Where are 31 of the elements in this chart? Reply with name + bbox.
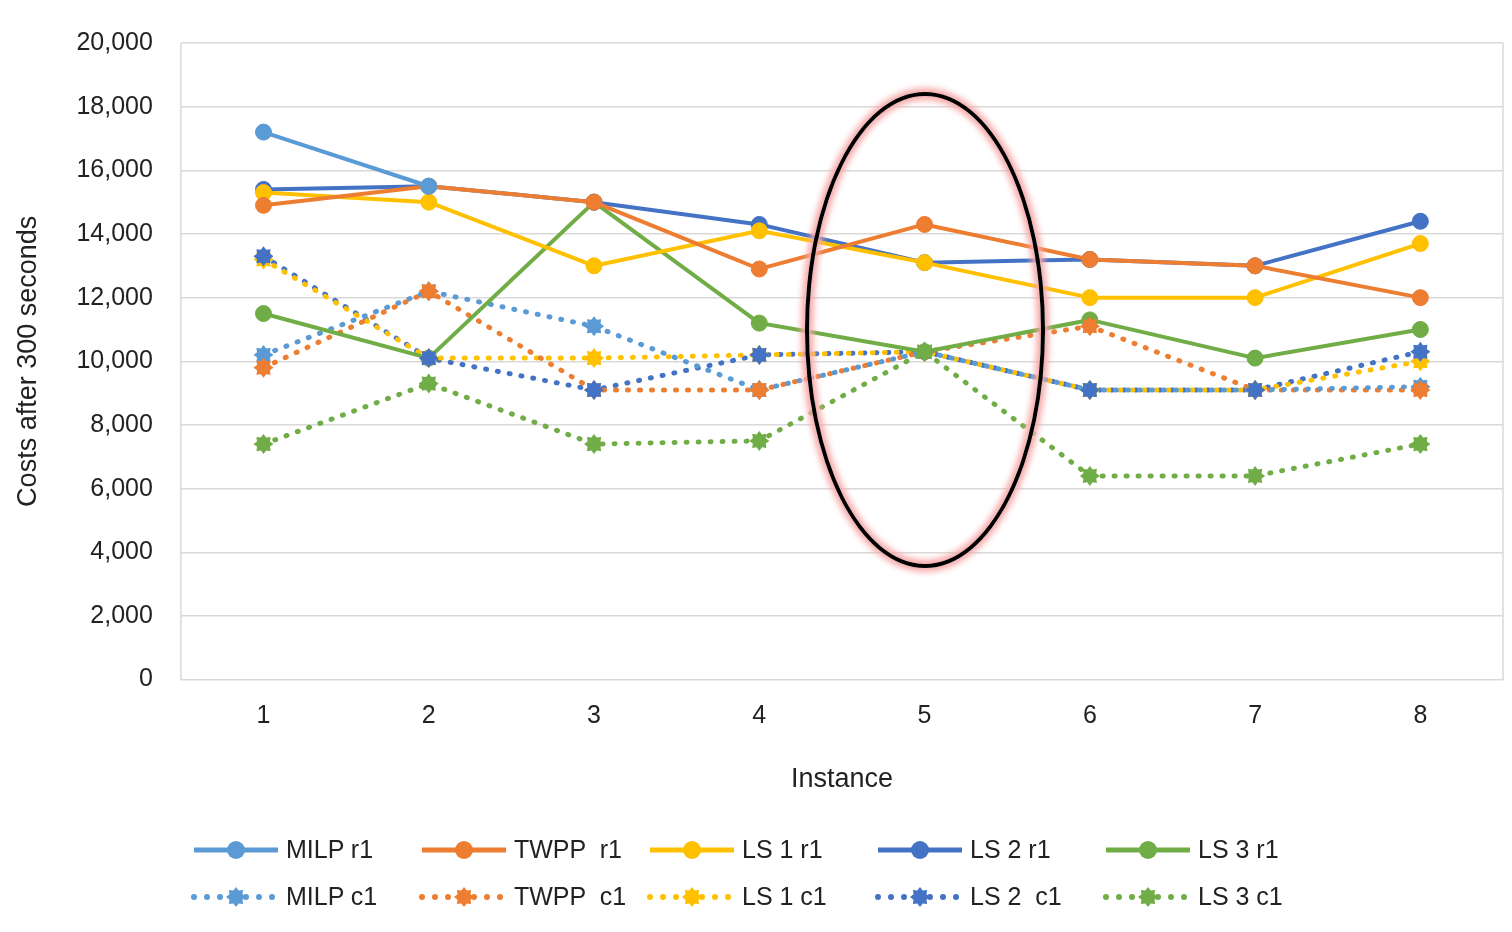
x-axis-title: Instance (790, 763, 893, 794)
y-tick-label: 20,000 (76, 26, 153, 55)
legend-label: LS 1 c1 (742, 882, 827, 911)
x-tick-label: 6 (1082, 700, 1097, 729)
x-tick-label: 2 (421, 700, 436, 729)
legend-label: LS 3 c1 (1198, 882, 1283, 911)
y-tick-label: 16,000 (76, 154, 153, 183)
y-tick-label: 10,000 (76, 345, 153, 374)
y-tick-label: 2,000 (90, 599, 153, 628)
legend-label: LS 1 r1 (742, 835, 823, 864)
y-tick-label: 6,000 (90, 472, 153, 501)
x-tick-label: 1 (256, 700, 271, 729)
x-tick-label: 4 (752, 700, 767, 729)
y-tick-label: 14,000 (76, 217, 153, 246)
legend-label: TWPP r1 (514, 835, 622, 864)
y-axis-title: Costs after 300 seconds (11, 215, 42, 507)
legend-label: TWPP c1 (514, 882, 627, 911)
legend-label: LS 2 r1 (970, 835, 1051, 864)
y-tick-label: 4,000 (90, 536, 153, 565)
y-tick-label: 12,000 (76, 281, 153, 310)
legend-label: LS 3 r1 (1198, 835, 1279, 864)
x-tick-label: 8 (1413, 700, 1428, 729)
y-tick-label: 8,000 (90, 408, 153, 437)
x-tick-label: 7 (1248, 700, 1263, 729)
legend-label: LS 2 c1 (970, 882, 1062, 911)
legend-label: MILP c1 (286, 882, 378, 911)
y-tick-label: 0 (138, 663, 153, 692)
legend-label: MILP r1 (286, 835, 374, 864)
x-tick-label: 5 (917, 700, 932, 729)
y-tick-label: 18,000 (76, 90, 153, 119)
x-tick-label: 3 (587, 700, 601, 729)
